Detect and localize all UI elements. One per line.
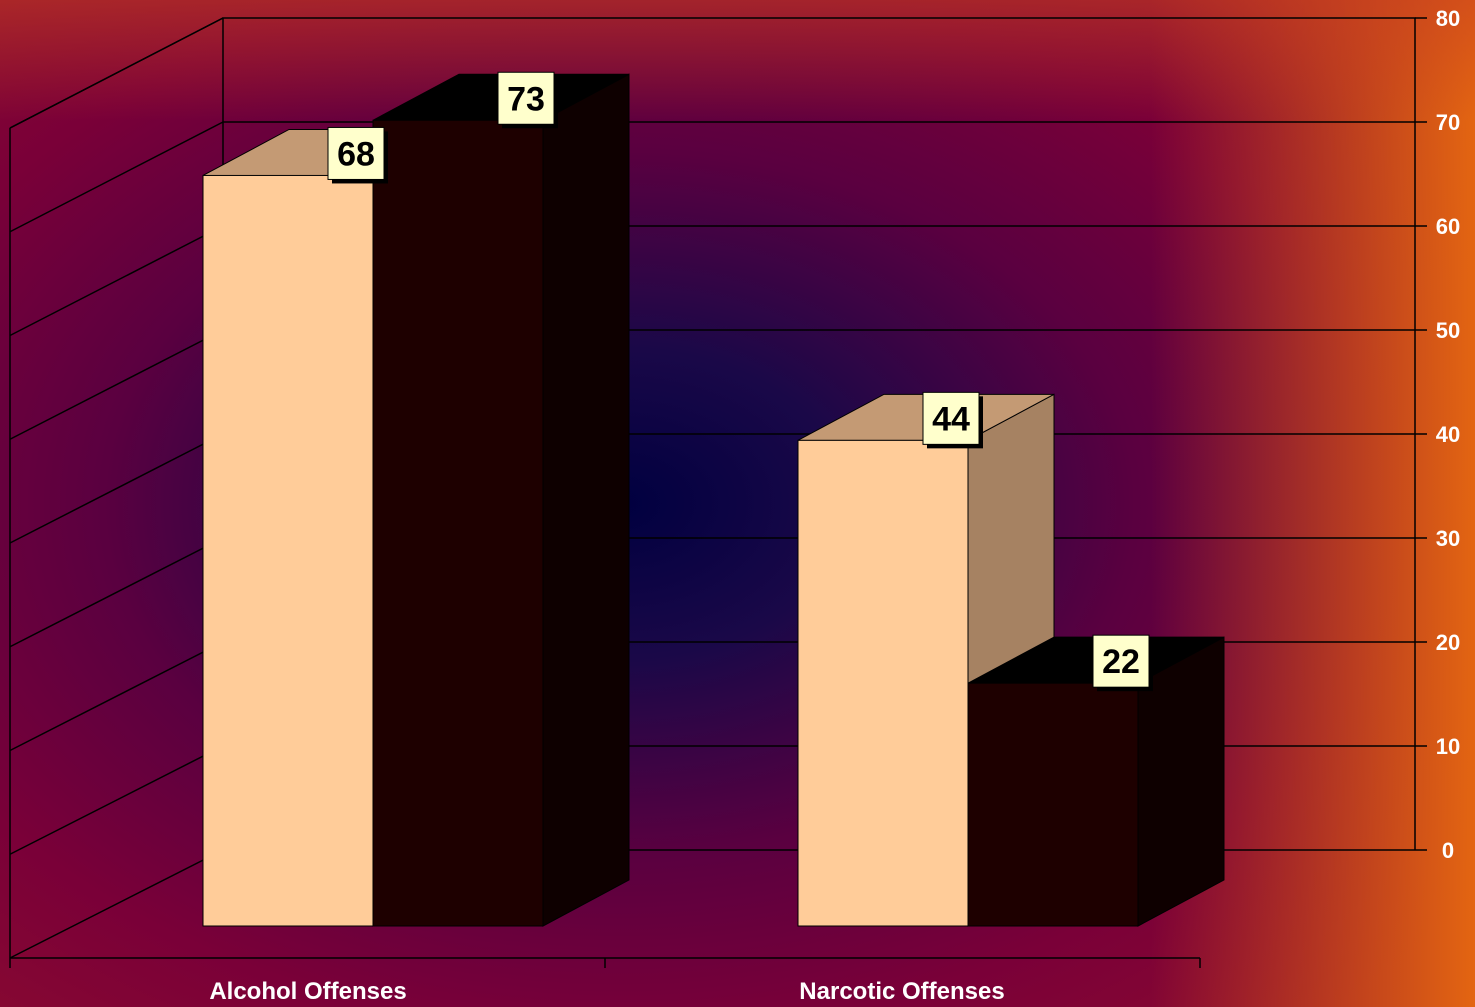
bar-1-1-front: [202, 174, 374, 927]
bar-1-2-front: [372, 119, 544, 927]
data-label-2-2: 22: [1102, 643, 1140, 681]
x-category-label-0: Alcohol Offenses: [209, 978, 406, 1005]
y-tick-label-1: 10: [1436, 734, 1460, 759]
data-label-2-2-box: [1092, 634, 1150, 688]
data-label-1-1: 68: [337, 135, 375, 173]
y-tick-label-3: 30: [1436, 526, 1460, 551]
floor-left-edge: [9, 849, 224, 959]
y-tick-label-0: 0: [1442, 838, 1454, 863]
gridline-side-8: [9, 17, 224, 129]
data-label-2-1: 44: [932, 400, 970, 438]
data-label-1-1-box: [327, 126, 385, 180]
data-label-1-2: 73: [507, 80, 545, 118]
gridline-side-2: [9, 641, 224, 752]
gridline-side-4: [9, 433, 224, 544]
data-label-1-2-box: [497, 71, 555, 125]
y-tick-label-4: 40: [1436, 422, 1460, 447]
chart-labels: 0 10 20 30 40 50 60 70 80 68 73 44 22 Alcohol Offense…: [209, 6, 1460, 1005]
data-label-2-1-box: [922, 391, 980, 445]
gridline-side-5: [9, 329, 224, 440]
gridline-side-3: [9, 537, 224, 648]
y-tick-label-6: 60: [1436, 214, 1460, 239]
gridline-side-6: [9, 225, 224, 337]
bar-2-2-front: [967, 682, 1139, 927]
bar-1-2-side: [542, 73, 630, 927]
bar-2-1-front: [797, 439, 969, 927]
x-category-label-1: Narcotic Offenses: [799, 978, 1004, 1005]
y-tick-label-5: 50: [1436, 318, 1460, 343]
y-tick-label-8: 80: [1436, 6, 1460, 31]
chart-bars: [202, 73, 1225, 927]
y-tick-label-7: 70: [1436, 110, 1460, 135]
gridline-side-1: [9, 745, 224, 855]
y-tick-label-2: 20: [1436, 630, 1460, 655]
gridline-side-7: [9, 121, 224, 233]
